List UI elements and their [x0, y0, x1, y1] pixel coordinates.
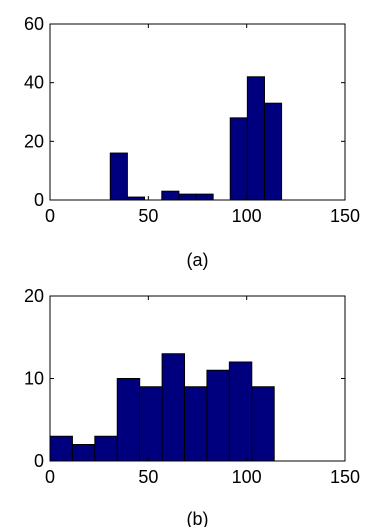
histogram-panel-a: 0 50 100 150 0 20 40 60 (a)	[24, 14, 360, 270]
panel-caption-b: (b)	[187, 509, 209, 527]
histogram-bar-b-8	[228, 361, 253, 462]
y-tick-label-b-1: 10	[24, 369, 44, 389]
histogram-panel-b: 0 50 100 150 0 10 20 (b)	[24, 286, 360, 527]
x-tick-label-a-2: 100	[232, 206, 262, 226]
histogram-bar-b-7	[206, 369, 230, 462]
histogram-bar-b-9	[251, 386, 275, 462]
histogram-bar-b-5	[161, 353, 186, 462]
x-tick-label-a-0: 0	[45, 206, 55, 226]
histogram-bar-b-6	[184, 386, 208, 462]
x-tick-label-a-3: 150	[330, 206, 360, 226]
histogram-bar-a-5	[229, 117, 248, 201]
histogram-bar-a-0	[109, 152, 128, 201]
histogram-bar-b-2	[94, 435, 118, 462]
x-tick-label-b-3: 150	[330, 467, 360, 487]
histogram-bar-a-7	[263, 102, 283, 201]
y-tick-label-a-2: 40	[24, 73, 44, 93]
x-tick-label-a-1: 50	[138, 206, 158, 226]
histogram-bar-b-3	[116, 378, 141, 462]
histogram-bar-a-2	[161, 190, 180, 201]
x-tick-label-b-0: 0	[45, 467, 55, 487]
histogram-bar-a-6	[246, 76, 265, 201]
y-tick-label-a-1: 20	[24, 131, 44, 151]
y-tick-label-b-2: 20	[24, 286, 44, 306]
plot-frame-a	[49, 23, 346, 201]
y-tick-label-a-0: 0	[34, 190, 44, 210]
histogram-bar-b-1	[71, 444, 96, 462]
histogram-bar-b-4	[139, 386, 163, 462]
histogram-bar-a-4	[195, 193, 214, 201]
histogram-bar-b-0	[49, 435, 73, 462]
histogram-bar-a-3	[178, 193, 197, 201]
y-tick-label-a-3: 60	[24, 14, 44, 34]
x-tick-label-b-1: 50	[138, 467, 158, 487]
x-tick-label-b-2: 100	[232, 467, 262, 487]
histogram-bar-a-1	[126, 196, 145, 201]
y-tick-label-b-0: 0	[34, 451, 44, 471]
panel-caption-a: (a)	[187, 250, 209, 270]
